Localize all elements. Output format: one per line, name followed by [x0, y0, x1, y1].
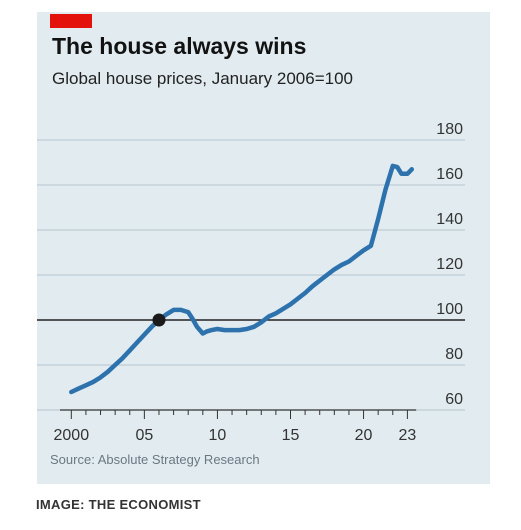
chart-card: The house always wins Global house price…	[37, 12, 490, 484]
image-credit: IMAGE: THE ECONOMIST	[36, 497, 201, 512]
y-tick-label: 100	[436, 301, 463, 318]
x-axis	[60, 409, 417, 419]
y-tick-label: 140	[436, 211, 463, 228]
x-tick-label: 20	[355, 427, 373, 444]
highlight-point	[152, 313, 166, 327]
gridlines	[37, 139, 465, 411]
y-tick-label: 80	[445, 346, 463, 363]
y-tick-labels: 60 80 100 120 140 160 180	[436, 121, 463, 408]
y-tick-label: 180	[436, 121, 463, 138]
line-chart: 60 80 100 120 140 160 180 2000 05 10 15 20 23	[37, 121, 465, 444]
y-tick-label: 160	[436, 166, 463, 183]
chart-title: The house always wins	[52, 33, 307, 59]
x-tick-labels: 2000 05 10 15 20 23	[54, 427, 417, 444]
chart-subtitle: Global house prices, January 2006=100	[52, 69, 354, 88]
y-tick-label: 120	[436, 256, 463, 273]
x-tick-label: 15	[282, 427, 300, 444]
x-tick-label: 23	[398, 427, 416, 444]
x-tick-label: 10	[209, 427, 227, 444]
source-note: Source: Absolute Strategy Research	[50, 452, 260, 467]
y-tick-label: 60	[445, 391, 463, 408]
series-layer	[69, 163, 415, 395]
x-tick-label: 05	[135, 427, 153, 444]
x-tick-label: 2000	[54, 427, 90, 444]
brand-tag	[50, 14, 92, 28]
series-line	[69, 163, 415, 395]
